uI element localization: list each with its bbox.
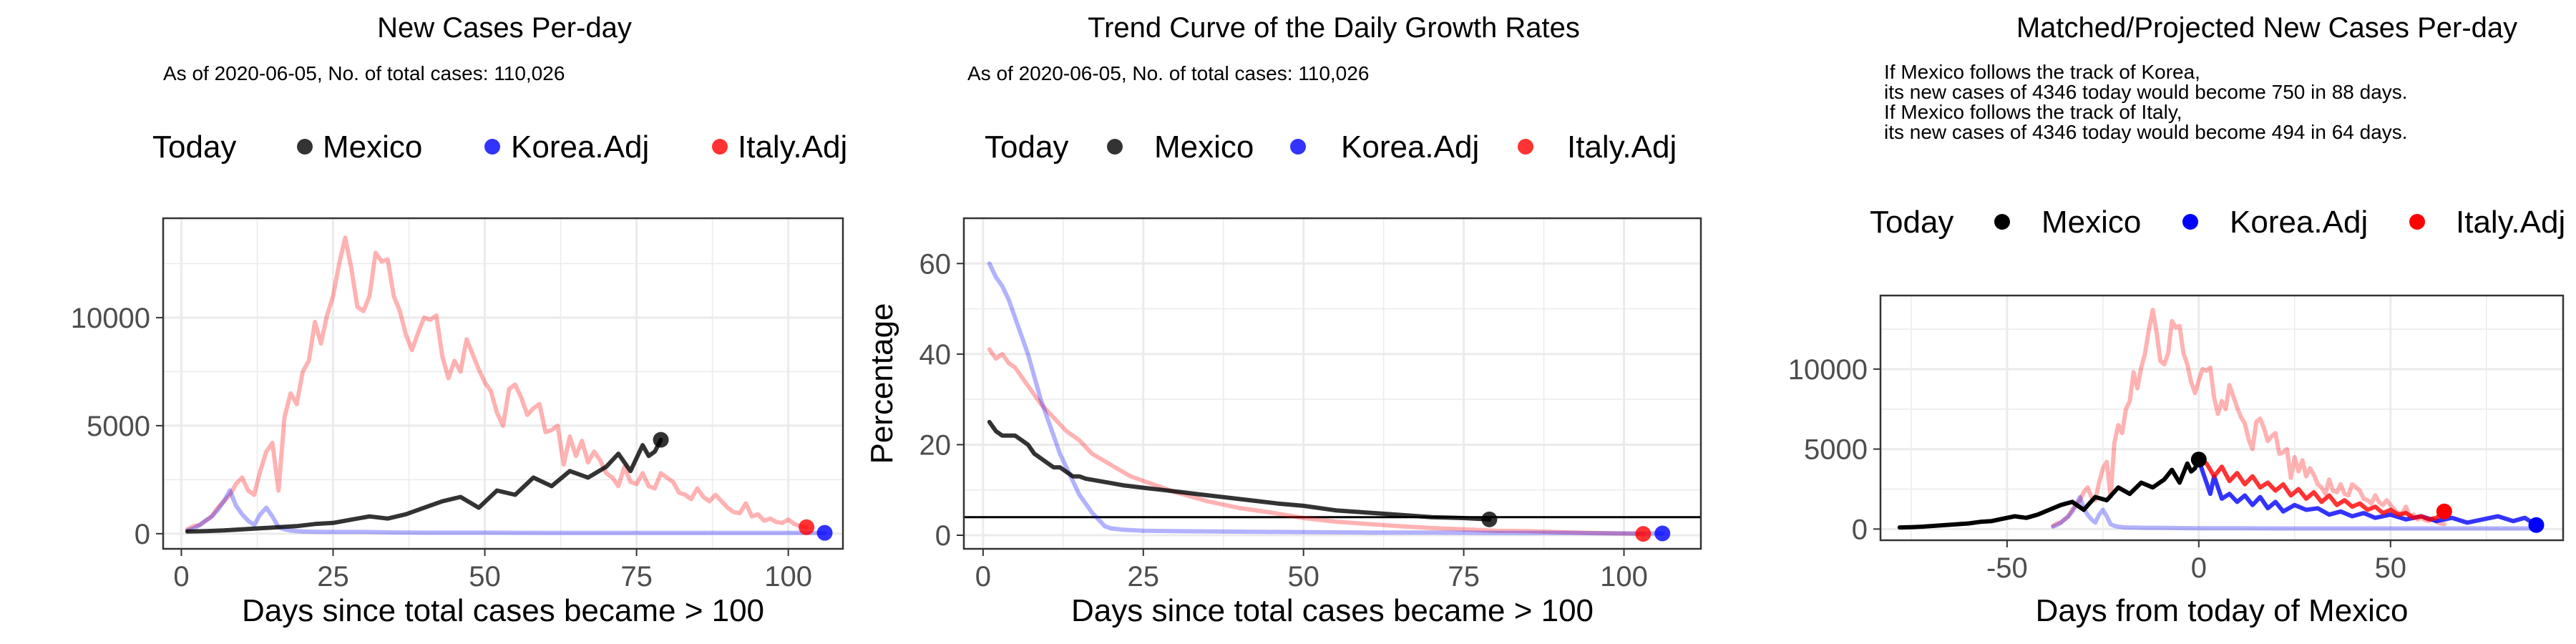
- legend-marker-mexico: [297, 139, 313, 155]
- axis-ticks: 0 25 50 75 100 0 5000 10000: [71, 303, 812, 592]
- series-group: [987, 261, 1665, 537]
- y-tick-label: 5000: [87, 411, 150, 442]
- x-tick-label: 100: [764, 561, 812, 592]
- chart-subtitle: As of 2020-06-05, No. of total cases: 11…: [163, 62, 565, 84]
- y-tick-label: 10000: [1788, 354, 1868, 386]
- y-tick-label: 10000: [71, 303, 150, 334]
- today-point-italy-adj: [2436, 503, 2452, 519]
- today-point-korea-adj: [816, 525, 833, 541]
- y-tick-label: 5000: [1804, 434, 1868, 466]
- legend-marker-italy-adj: [712, 139, 728, 155]
- legend-marker-mexico: [1107, 139, 1123, 155]
- plot-border: [1879, 294, 2565, 542]
- plot-area: [1880, 296, 2563, 540]
- chart-legend: Today Mexico Korea.Adj Italy.Adj: [985, 130, 1677, 165]
- chart-legend: Today Mexico Korea.Adj Italy.Adj: [152, 130, 847, 165]
- chart-legend: Today Mexico Korea.Adj Italy.Adj: [1870, 205, 2565, 240]
- chart-subtitle: its new cases of 4346 today would become…: [1884, 81, 2408, 103]
- series-line-italy-adj: [2051, 308, 2446, 528]
- today-point-mexico: [2190, 452, 2207, 468]
- y-tick-label: 0: [935, 520, 951, 552]
- x-axis-label: Days since total cases became > 100: [242, 593, 764, 628]
- legend-marker-korea-adj: [1290, 139, 1306, 155]
- today-point-italy-adj: [799, 519, 815, 535]
- plot-border: [962, 217, 1702, 550]
- today-point-italy-adj: [1635, 526, 1652, 542]
- legend-marker-mexico: [1994, 214, 2010, 230]
- series-line-korea-adj: [2051, 494, 2539, 531]
- today-point-korea-adj: [1654, 525, 1671, 542]
- plot-area: [163, 218, 843, 549]
- x-tick-label: 25: [1128, 561, 1160, 592]
- chart-panel-3: Matched/Projected New Cases Per-day If Me…: [1788, 12, 2565, 628]
- plot-area: [964, 218, 1701, 549]
- y-tick-label: 60: [919, 248, 952, 280]
- grid-lines: [964, 218, 1701, 549]
- x-tick-label: 75: [1448, 561, 1480, 592]
- series-line-korea-adj: [2196, 457, 2539, 527]
- y-tick-label: 20: [919, 429, 952, 461]
- x-axis-label: Days from today of Mexico: [2036, 593, 2409, 628]
- x-tick-label: 50: [469, 561, 501, 592]
- series-line-italy-adj: [987, 347, 1646, 537]
- legend-title: Today: [152, 130, 236, 165]
- today-point-korea-adj: [2528, 517, 2545, 533]
- legend-label: Korea.Adj: [1341, 130, 1479, 165]
- series-line-italy-adj: [2196, 457, 2446, 522]
- legend-label: Italy.Adj: [738, 130, 847, 165]
- series-line-italy-adj: [185, 235, 809, 532]
- today-point-mexico: [1481, 511, 1498, 527]
- grid-lines: [163, 218, 843, 549]
- x-tick-label: 75: [620, 561, 653, 592]
- legend-marker-italy-adj: [1518, 139, 1533, 155]
- legend-label: Mexico: [1154, 130, 1254, 165]
- axis-ticks: -50 0 50 0 5000 10000: [1788, 354, 2406, 584]
- x-axis-label: Days since total cases became > 100: [1071, 593, 1594, 628]
- legend-label: Mexico: [2041, 205, 2141, 240]
- chart-subtitle: If Mexico follows the track of Italy,: [1884, 101, 2182, 123]
- series-line-mexico: [185, 437, 663, 534]
- legend-label: Italy.Adj: [1567, 130, 1677, 165]
- series-group: [1897, 308, 2539, 531]
- x-tick-label: 50: [1287, 561, 1319, 592]
- y-tick-label: 0: [135, 519, 150, 550]
- legend-marker-korea-adj: [484, 139, 500, 155]
- series-group: [185, 235, 827, 535]
- chart-subtitle: If Mexico follows the track of Korea,: [1884, 61, 2200, 83]
- plot-border: [162, 217, 844, 550]
- legend-label: Italy.Adj: [2456, 205, 2565, 240]
- series-line-korea-adj: [987, 261, 1665, 536]
- series-line-mexico: [1897, 457, 2201, 530]
- legend-marker-korea-adj: [2182, 214, 2198, 230]
- chart-panel-1: New Cases Per-day As of 2020-06-05, No. o…: [71, 12, 847, 628]
- chart-title: Matched/Projected New Cases Per-day: [2016, 12, 2517, 44]
- legend-title: Today: [985, 130, 1068, 165]
- grid-lines: [1880, 296, 2563, 540]
- chart-subtitle: its new cases of 4346 today would become…: [1884, 121, 2408, 143]
- x-tick-label: 100: [1600, 561, 1648, 592]
- axis-ticks: 0 25 50 75 100 0 20 40 60: [919, 248, 1648, 592]
- chart-panel-2: Trend Curve of the Daily Growth Rates As …: [864, 12, 1702, 628]
- chart-title: New Cases Per-day: [377, 12, 632, 44]
- x-tick-label: 50: [2375, 552, 2407, 584]
- legend-label: Korea.Adj: [511, 130, 649, 165]
- chart-title: Trend Curve of the Daily Growth Rates: [1088, 12, 1580, 44]
- x-tick-label: 0: [975, 561, 991, 592]
- x-tick-label: 0: [2191, 552, 2207, 584]
- y-tick-label: 0: [1852, 514, 1868, 545]
- y-axis-label: Percentage: [864, 303, 899, 464]
- legend-title: Today: [1870, 205, 1953, 240]
- legend-marker-italy-adj: [2409, 214, 2425, 230]
- series-line-mexico: [987, 419, 1492, 522]
- x-tick-label: 25: [317, 561, 349, 592]
- today-point-mexico: [653, 431, 669, 448]
- y-tick-label: 40: [919, 339, 952, 371]
- x-tick-label: 0: [173, 561, 189, 592]
- legend-label: Mexico: [323, 130, 422, 165]
- x-tick-label: -50: [1986, 552, 2028, 584]
- chart-subtitle: As of 2020-06-05, No. of total cases: 11…: [967, 62, 1369, 84]
- legend-label: Korea.Adj: [2230, 205, 2368, 240]
